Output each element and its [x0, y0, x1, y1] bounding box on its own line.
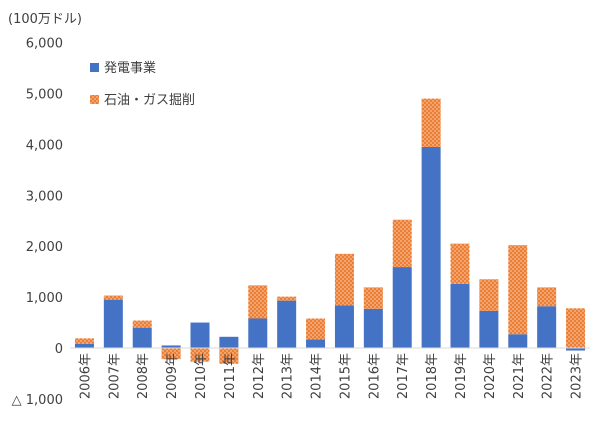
legend-swatch-oil-gas	[90, 95, 99, 104]
x-tick-label: 2023年	[570, 353, 585, 399]
unit-label: (100万ドル)	[8, 12, 82, 27]
bars	[74, 98, 586, 364]
bar-oil-gas-11	[392, 219, 412, 268]
x-tick-label: 2021年	[512, 353, 527, 399]
y-tick-label: 5,000	[26, 88, 63, 103]
x-axis-labels: 2006年 2007年 2008年 2009年 2010年 2011年 2012年 2013年…	[78, 353, 584, 399]
bar-oil-gas-0	[74, 338, 94, 344]
bar-oil-gas-13	[450, 243, 470, 284]
x-tick-label: 2008年	[136, 353, 151, 399]
y-axis-ticks: △ 1,000 0 1,000 2,000 3,000 4,000 5,000 6,000	[12, 37, 63, 408]
bar-power-11	[392, 267, 412, 348]
x-tick-label: 2015年	[338, 353, 353, 399]
bar-power-6	[248, 318, 268, 348]
bar-oil-gas-9	[334, 253, 354, 306]
y-tick-label: △ 1,000	[12, 393, 63, 408]
bar-oil-gas-6	[248, 285, 268, 319]
x-tick-label: 2020年	[483, 353, 498, 399]
y-tick-label: 3,000	[26, 189, 63, 204]
bar-power-17	[566, 348, 586, 351]
bar-oil-gas-7	[277, 296, 297, 301]
bar-oil-gas-17	[566, 308, 586, 348]
legend-swatch-power	[90, 63, 99, 72]
bar-oil-gas-14	[479, 279, 499, 311]
bar-power-1	[103, 299, 123, 348]
bar-oil-gas-5	[219, 348, 239, 364]
bar-power-7	[277, 300, 297, 348]
bar-power-16	[537, 306, 557, 348]
y-tick-label: 2,000	[26, 240, 63, 255]
bar-power-5	[219, 336, 239, 348]
bar-oil-gas-10	[363, 287, 383, 309]
bar-power-0	[74, 343, 94, 348]
bar-power-9	[334, 305, 354, 348]
x-tick-label: 2012年	[252, 353, 267, 399]
x-tick-label: 2014年	[310, 353, 325, 399]
bar-oil-gas-2	[132, 320, 152, 328]
bar-oil-gas-16	[537, 287, 557, 307]
legend-label-oil-gas: 石油・ガス掘削	[104, 93, 195, 108]
x-tick-label: 2013年	[281, 353, 296, 399]
legend-label-power: 発電事業	[104, 60, 156, 76]
bar-power-15	[508, 334, 528, 348]
x-tick-label: 2010年	[194, 353, 209, 399]
bar-power-10	[363, 308, 383, 348]
x-tick-label: 2019年	[454, 353, 469, 399]
x-tick-label: 2018年	[425, 353, 440, 399]
bar-power-3	[161, 345, 181, 348]
y-tick-label: 4,000	[26, 138, 63, 153]
bar-oil-gas-4	[190, 348, 210, 362]
bar-power-14	[479, 310, 499, 348]
bar-power-13	[450, 283, 470, 348]
y-tick-label: 1,000	[26, 291, 63, 306]
x-tick-label: 2022年	[541, 353, 556, 399]
bar-power-4	[190, 322, 210, 348]
x-tick-label: 2006年	[78, 353, 93, 399]
x-tick-label: 2017年	[396, 353, 411, 399]
bar-oil-gas-8	[306, 318, 326, 340]
bar-power-2	[132, 327, 152, 348]
bar-power-12	[421, 146, 441, 348]
bar-power-8	[306, 339, 326, 348]
x-tick-label: 2007年	[107, 353, 122, 399]
bar-oil-gas-15	[508, 245, 528, 335]
bar-oil-gas-12	[421, 98, 441, 147]
y-tick-label: 6,000	[26, 37, 63, 52]
bar-oil-gas-3	[161, 348, 181, 360]
x-tick-label: 2011年	[223, 353, 238, 399]
x-tick-label: 2009年	[165, 353, 180, 399]
y-tick-label: 0	[55, 342, 63, 357]
bar-oil-gas-1	[103, 295, 123, 300]
x-tick-label: 2016年	[367, 353, 382, 399]
